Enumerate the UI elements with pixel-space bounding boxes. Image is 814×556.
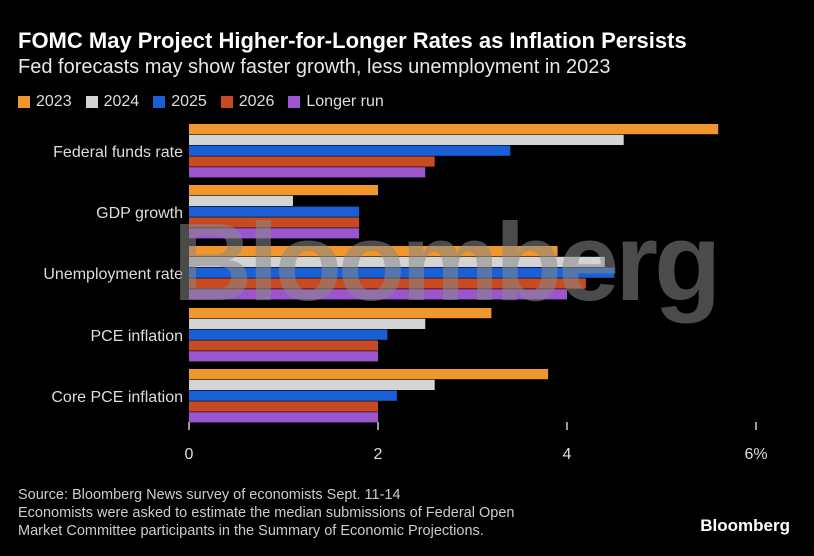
bar [189, 185, 378, 196]
legend-swatch [220, 96, 233, 108]
legend-label: 2026 [238, 93, 275, 110]
bar [189, 340, 378, 351]
bar [189, 228, 360, 239]
legend-label: 2024 [103, 93, 140, 110]
bar [189, 145, 511, 156]
tick-label: 6% [744, 446, 767, 463]
note-line-1: Economists were asked to estimate the me… [18, 505, 515, 521]
legend-label: Longer run [306, 93, 384, 110]
bar [189, 134, 624, 145]
bar [189, 206, 360, 217]
watermark: Bloomberg [173, 201, 718, 324]
bar [189, 278, 586, 289]
legend-item: 2023 [18, 93, 72, 111]
bloomberg-logo: Bloomberg [700, 516, 790, 535]
legend-item: 2025 [153, 93, 207, 111]
bar [189, 369, 549, 380]
bar [189, 379, 435, 390]
legend-swatch [85, 96, 98, 108]
source-text: Source: Bloomberg News survey of economi… [18, 487, 401, 503]
category-label: Unemployment rate [43, 266, 183, 283]
bar [189, 401, 378, 412]
bar [189, 256, 605, 267]
tick-label: 2 [374, 446, 383, 463]
legend-swatch [288, 96, 301, 108]
legend-label: 2023 [36, 93, 72, 110]
bar-chart: Federal funds rate GDP growth Unemployment… [43, 124, 768, 463]
bar [189, 390, 397, 401]
chart-title: FOMC May Project Higher-for-Longer Rates… [18, 28, 687, 53]
legend: 2023 2024 2025 2026 Longer run [18, 93, 384, 111]
bar [189, 195, 293, 206]
category-label: PCE inflation [91, 328, 184, 345]
bar [189, 167, 426, 178]
tick-label: 0 [185, 446, 194, 463]
bar [189, 329, 388, 340]
bar [189, 289, 567, 300]
bar [189, 308, 492, 319]
bar [189, 124, 719, 135]
legend-swatch [18, 96, 30, 108]
category-label: GDP growth [96, 205, 183, 222]
legend-item: 2024 [85, 93, 140, 111]
category-label: Federal funds rate [53, 144, 183, 161]
bar [189, 412, 378, 423]
bar [189, 318, 426, 329]
bar [189, 246, 558, 257]
category-label: Core PCE inflation [51, 389, 183, 406]
note-line-2: Market Committee participants in the Sum… [18, 523, 484, 539]
legend-label: 2025 [171, 93, 207, 110]
bar [189, 351, 378, 362]
footnote: Source: Bloomberg News survey of economi… [18, 486, 514, 540]
legend-item: Longer run [288, 93, 384, 111]
chart-subtitle: Fed forecasts may show faster growth, le… [18, 56, 611, 78]
bar [189, 156, 435, 167]
bar [189, 267, 615, 278]
legend-swatch [153, 96, 166, 108]
tick-label: 4 [563, 446, 572, 463]
legend-item: 2026 [220, 93, 275, 111]
bar [189, 217, 360, 228]
